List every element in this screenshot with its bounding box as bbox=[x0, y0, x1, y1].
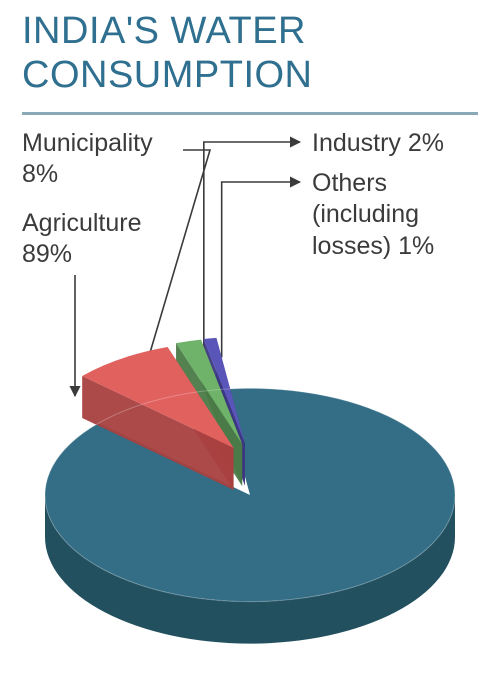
label-others-line1: Others bbox=[312, 169, 387, 197]
label-municipality-value: 8% bbox=[22, 160, 58, 188]
label-municipality-name: Municipality bbox=[22, 129, 153, 157]
title-line-2: CONSUMPTION bbox=[22, 54, 313, 96]
title-divider bbox=[22, 112, 478, 115]
title-line-1: INDIA'S WATER bbox=[22, 10, 306, 52]
label-municipality: Municipality 8% bbox=[22, 128, 153, 191]
label-others-line3: losses) 1% bbox=[312, 232, 434, 260]
label-agriculture-value: 89% bbox=[22, 240, 72, 268]
label-industry-text: Industry 2% bbox=[312, 129, 444, 157]
label-industry: Industry 2% bbox=[312, 128, 444, 159]
label-others: Others (including losses) 1% bbox=[312, 168, 434, 262]
infographic-container: INDIA'S WATER CONSUMPTION Municipality 8… bbox=[0, 0, 500, 693]
page-title: INDIA'S WATER CONSUMPTION bbox=[22, 10, 313, 97]
pie-chart bbox=[0, 320, 500, 690]
label-others-line2: (including bbox=[312, 200, 419, 228]
label-agriculture-name: Agriculture bbox=[22, 209, 142, 237]
label-agriculture: Agriculture 89% bbox=[22, 208, 142, 271]
pie-chart-svg bbox=[0, 320, 500, 690]
